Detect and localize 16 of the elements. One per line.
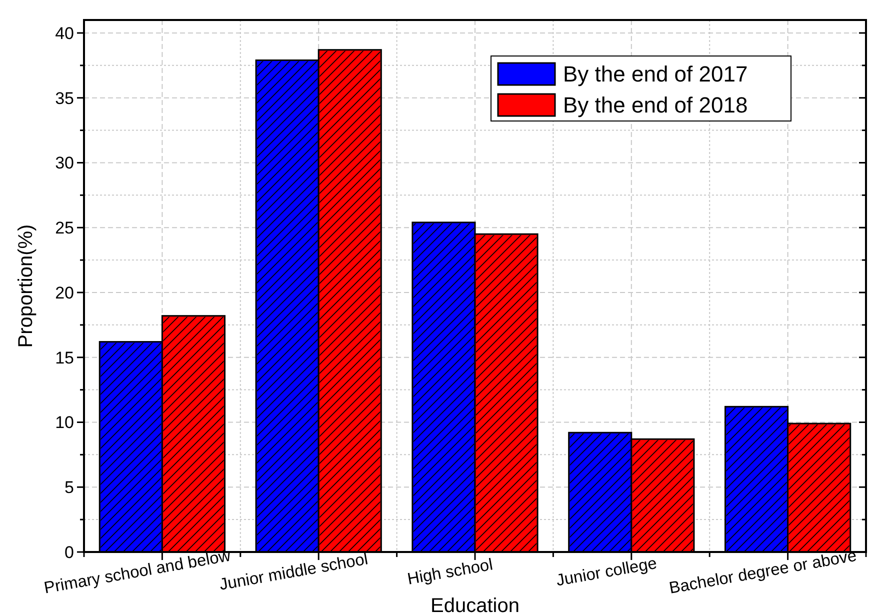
y-tick-label: 15 (55, 348, 74, 368)
x-tick-label: High school (406, 556, 494, 588)
legend-label: By the end of 2018 (563, 92, 748, 118)
y-tick-label: 30 (55, 154, 74, 173)
y-tick-label: 5 (64, 478, 74, 498)
legend-label: By the end of 2017 (563, 62, 748, 87)
y-axis-title: Proportion(%) (15, 224, 37, 348)
y-tick-label: 25 (55, 218, 74, 238)
y-tick-label: 0 (64, 542, 74, 562)
x-tick-label: Junior college (554, 554, 658, 590)
y-tick-label: 20 (55, 283, 74, 302)
x-tick-label: Bachelor degree or above (668, 546, 858, 598)
y-tick-label: 10 (55, 413, 74, 432)
x-axis-title: Education (430, 595, 520, 614)
y-tick-label: 35 (55, 88, 74, 108)
y-tick-label: 40 (55, 24, 74, 43)
